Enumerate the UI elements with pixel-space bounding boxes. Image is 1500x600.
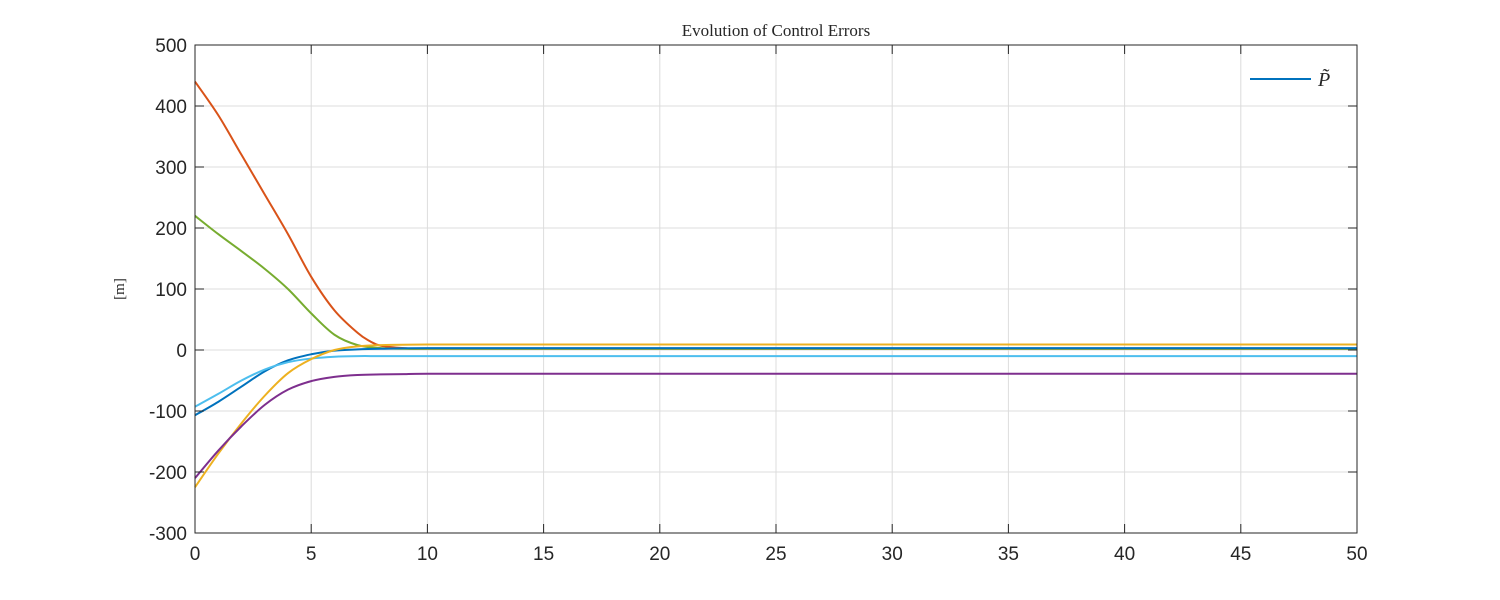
- x-tick-label: 15: [533, 544, 554, 565]
- series-line-3: [194, 347, 1357, 417]
- series-line-5: [194, 343, 1357, 488]
- x-tick-label: 0: [190, 544, 201, 565]
- x-tick-label: 20: [649, 544, 670, 565]
- y-tick-label: 200: [155, 219, 187, 240]
- x-tick-label: 10: [417, 544, 438, 565]
- x-tick-label: 40: [1114, 544, 1135, 565]
- y-tick-label: -300: [149, 524, 187, 545]
- y-axis-label: [m]: [112, 278, 128, 300]
- y-tick-label: 500: [155, 36, 187, 57]
- series-line-4: [194, 355, 1357, 408]
- y-tick-label: -100: [149, 402, 187, 423]
- y-tick-label: -200: [149, 463, 187, 484]
- y-tick-label: 100: [155, 280, 187, 301]
- x-tick-label: 5: [306, 544, 317, 565]
- x-tick-label: 25: [765, 544, 786, 565]
- series-line-6: [194, 372, 1357, 479]
- y-tick-label: 300: [155, 158, 187, 179]
- legend: P̃: [1250, 68, 1330, 91]
- x-axis-ticks: 0 5 10 15 20 25 30 35 40 45 50: [190, 45, 1368, 565]
- x-tick-label: 30: [882, 544, 903, 565]
- y-tick-label: 400: [155, 97, 187, 118]
- chart-title: Evolution of Control Errors: [682, 21, 870, 40]
- series-lines: [194, 81, 1357, 488]
- y-tick-label: 0: [176, 341, 187, 362]
- x-tick-label: 35: [998, 544, 1019, 565]
- x-tick-label: 45: [1230, 544, 1251, 565]
- legend-entry: P̃: [1317, 68, 1330, 91]
- y-axis-ticks: -300 -200 -100 0 100 200 300 400 500: [149, 36, 1357, 545]
- x-tick-label: 50: [1346, 544, 1367, 565]
